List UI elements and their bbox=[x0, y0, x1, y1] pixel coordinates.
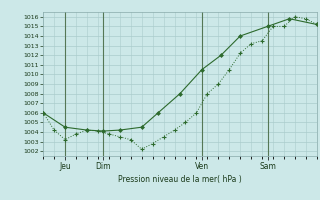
X-axis label: Pression niveau de la mer( hPa ): Pression niveau de la mer( hPa ) bbox=[118, 175, 242, 184]
